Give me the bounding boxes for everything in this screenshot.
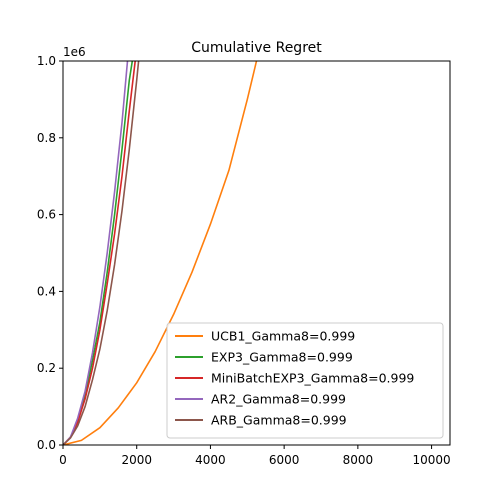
series-layer	[63, 61, 258, 445]
legend-box	[166, 322, 444, 439]
y-tick-label: 1.0	[37, 54, 56, 68]
legend-label: EXP3_Gamma8=0.999	[211, 350, 353, 365]
y-tick-label: 0.6	[37, 208, 56, 222]
x-tick-label: 10000	[412, 453, 450, 467]
x-tick-label: 8000	[343, 453, 374, 467]
chart-title: Cumulative Regret	[191, 40, 322, 56]
plot-frame	[62, 60, 451, 446]
x-tick-label: 2000	[121, 453, 152, 467]
legend-label: ARB_Gamma8=0.999	[211, 413, 347, 428]
y-tick-label: 0.8	[37, 131, 56, 145]
legend: UCB1_Gamma8=0.999 EXP3_Gamma8=0.999 MiniBa…	[166, 322, 444, 439]
x-axis: 0 2000 4000 6000 8000 10000	[59, 445, 451, 467]
y-tick-label: 0.4	[37, 284, 56, 298]
y-tick-label: 0.2	[37, 361, 56, 375]
legend-label: MiniBatchEXP3_Gamma8=0.999	[211, 371, 414, 386]
series-line	[63, 61, 258, 445]
x-tick-label: 0	[59, 453, 67, 467]
legend-label: UCB1_Gamma8=0.999	[211, 329, 355, 344]
y-tick-label: 0.0	[37, 438, 56, 452]
x-tick-label: 6000	[269, 453, 300, 467]
series-line	[63, 61, 136, 445]
legend-label: AR2_Gamma8=0.999	[211, 392, 346, 407]
series-line	[63, 61, 129, 445]
x-tick-label: 4000	[195, 453, 226, 467]
y-axis: 0.0 0.2 0.4 0.6 0.8 1.0	[37, 54, 63, 452]
series-line	[63, 61, 140, 445]
y-offset-text: 1e6	[63, 45, 86, 59]
